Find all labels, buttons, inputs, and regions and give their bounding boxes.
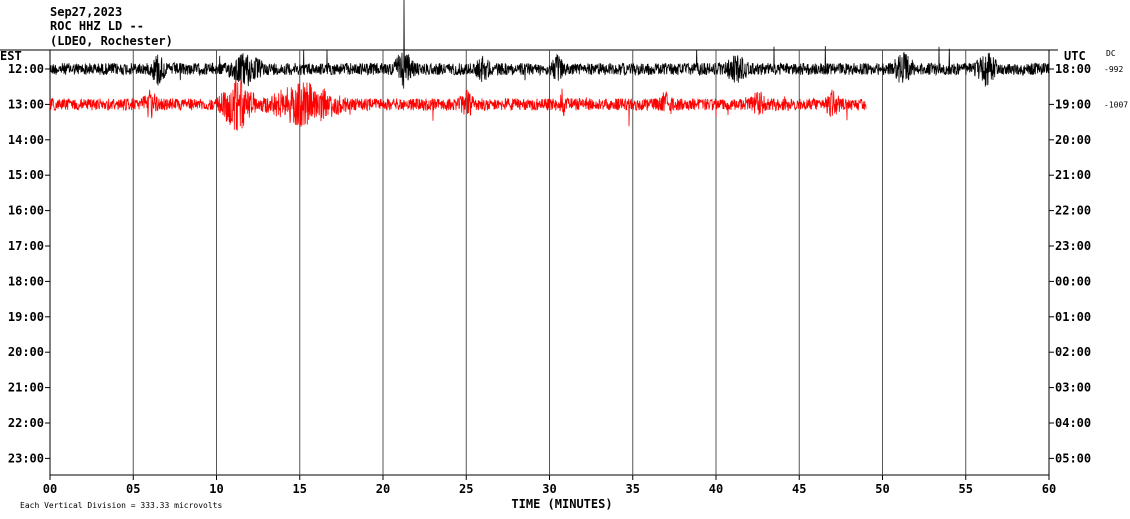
x-tick-label: 35 [626, 482, 640, 496]
dc-value: -1007 [1104, 100, 1128, 109]
x-tick-label: 00 [43, 482, 57, 496]
est-time-label: 19:00 [8, 310, 44, 324]
x-tick-label: 20 [376, 482, 390, 496]
x-tick-label: 25 [459, 482, 473, 496]
utc-time-label: 00:00 [1055, 274, 1091, 288]
est-time-label: 13:00 [8, 97, 44, 111]
est-time-label: 23:00 [8, 451, 44, 465]
utc-time-label: 01:00 [1055, 310, 1091, 324]
est-time-label: 15:00 [8, 168, 44, 182]
x-tick-label: 30 [542, 482, 556, 496]
est-time-label: 18:00 [8, 274, 44, 288]
station-name: (LDEO, Rochester) [50, 34, 173, 48]
utc-time-label: 22:00 [1055, 204, 1091, 218]
utc-time-label: 05:00 [1055, 451, 1091, 465]
utc-axis-label: UTC [1064, 49, 1086, 63]
x-tick-label: 60 [1042, 482, 1056, 496]
dc-label: DC [1106, 49, 1116, 58]
x-tick-label: 15 [293, 482, 307, 496]
est-time-label: 17:00 [8, 239, 44, 253]
est-axis-label: EST [0, 49, 22, 63]
est-time-label: 16:00 [8, 204, 44, 218]
x-tick-label: 55 [959, 482, 973, 496]
x-tick-label: 10 [209, 482, 223, 496]
est-time-label: 22:00 [8, 416, 44, 430]
seismic-trace-1 [49, 0, 1050, 89]
est-time-label: 20:00 [8, 345, 44, 359]
dc-value: -992 [1104, 65, 1123, 74]
utc-time-label: 03:00 [1055, 381, 1091, 395]
est-time-label: 12:00 [8, 62, 44, 76]
x-axis-label: TIME (MINUTES) [511, 497, 612, 511]
utc-time-label: 04:00 [1055, 416, 1091, 430]
seismic-trace-2 [49, 78, 867, 131]
est-time-label: 21:00 [8, 381, 44, 395]
est-time-label: 14:00 [8, 133, 44, 147]
utc-time-label: 19:00 [1055, 97, 1091, 111]
x-tick-label: 45 [792, 482, 806, 496]
station-code: ROC HHZ LD -- [50, 19, 144, 33]
utc-time-label: 18:00 [1055, 62, 1091, 76]
utc-time-label: 02:00 [1055, 345, 1091, 359]
station-date: Sep27,2023 [50, 5, 122, 19]
x-tick-label: 50 [875, 482, 889, 496]
utc-time-label: 20:00 [1055, 133, 1091, 147]
x-tick-label: 40 [709, 482, 723, 496]
footer-note: Each Vertical Division = 333.33 microvol… [20, 501, 222, 510]
utc-time-label: 23:00 [1055, 239, 1091, 253]
utc-time-label: 21:00 [1055, 168, 1091, 182]
x-tick-label: 05 [126, 482, 140, 496]
